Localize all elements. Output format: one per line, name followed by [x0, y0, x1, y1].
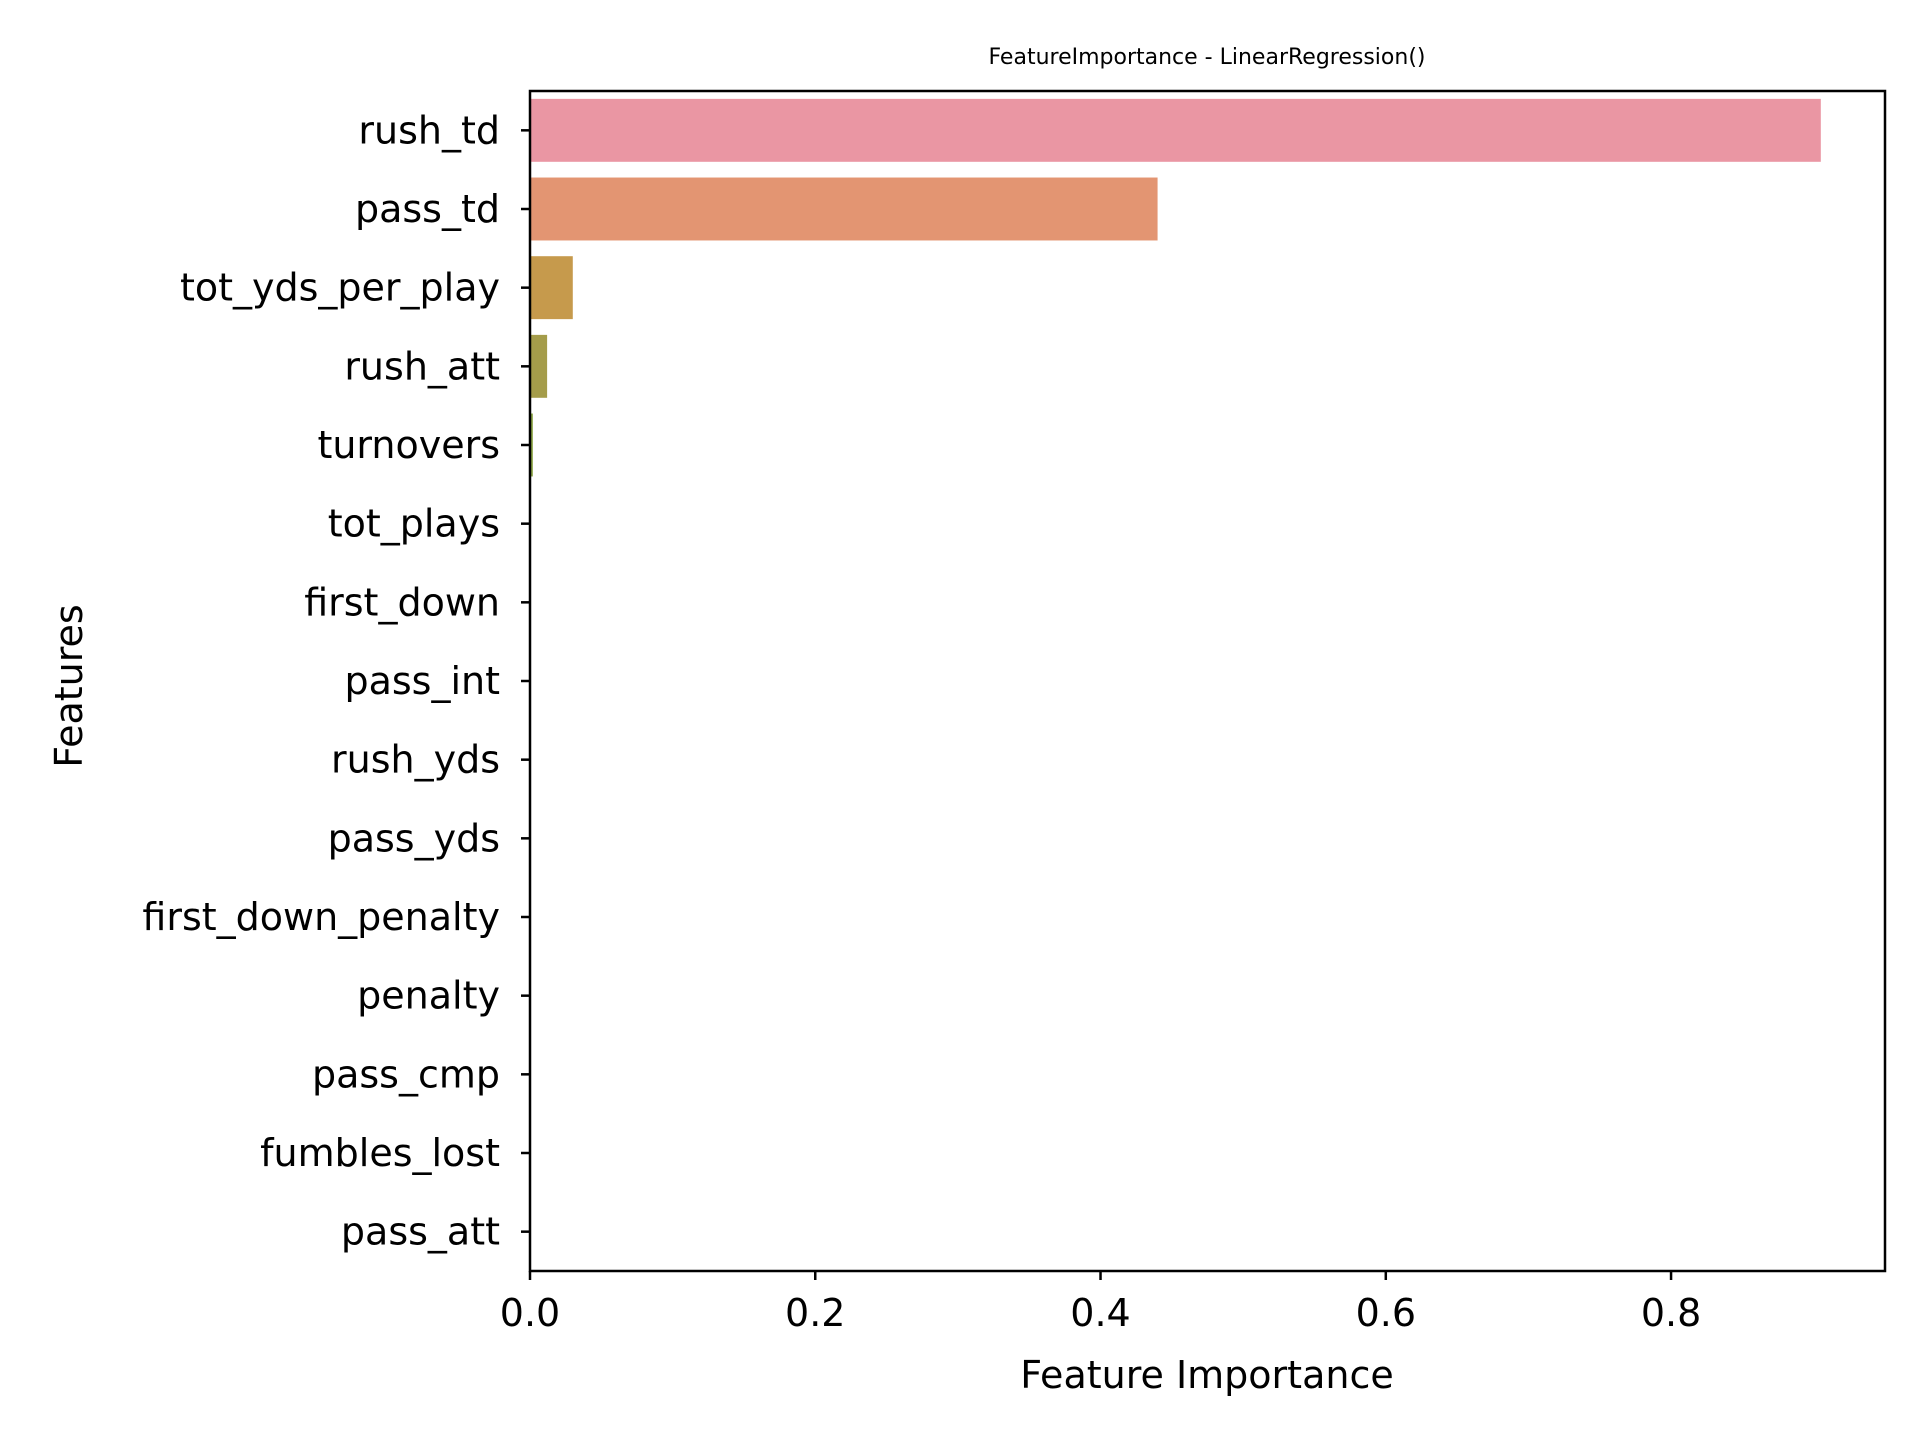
y-tick-label: first_down_penalty — [142, 895, 500, 939]
y-tick-label: first_down — [304, 580, 500, 624]
bar-rush-att — [530, 334, 548, 398]
y-tick-label: tot_yds_per_play — [180, 266, 500, 310]
y-tick-label: pass_cmp — [312, 1052, 500, 1096]
x-tick-label: 0.6 — [1356, 1291, 1416, 1335]
x-axis-ticks: 0.0 0.2 0.4 0.6 0.8 — [500, 1271, 1701, 1335]
y-tick-label: penalty — [357, 974, 500, 1018]
y-tick-label: pass_int — [344, 659, 500, 703]
y-axis-ticks: rush_td pass_td tot_yds_per_play rush_atttu… — [142, 108, 530, 1254]
x-axis-label: Feature Importance — [1020, 1353, 1393, 1397]
bars-layer — [530, 98, 1821, 477]
x-tick-label: 0.8 — [1641, 1291, 1701, 1335]
y-tick-label: turnovers — [317, 423, 500, 467]
x-tick-label: 0.4 — [1070, 1291, 1130, 1335]
bar-pass-td — [530, 177, 1158, 241]
y-tick-label: rush_att — [344, 344, 500, 388]
y-tick-label: pass_att — [341, 1210, 500, 1254]
y-tick-label: fumbles_lost — [260, 1131, 500, 1175]
bar-turnovers — [530, 413, 533, 477]
bar-tot-yds-per-play — [530, 256, 573, 320]
y-axis-label: Features — [47, 604, 91, 767]
x-tick-label: 0.2 — [785, 1291, 845, 1335]
plot-frame — [528, 89, 1887, 1273]
y-tick-label: rush_yds — [331, 738, 500, 782]
chart-title: FeatureImportance - LinearRegression() — [988, 45, 1425, 70]
x-tick-label: 0.0 — [500, 1291, 560, 1335]
y-tick-label: pass_yds — [328, 816, 500, 860]
y-tick-label: pass_td — [355, 187, 500, 231]
y-tick-label: tot_plays — [328, 502, 500, 546]
bar-rush-td — [530, 98, 1821, 162]
y-tick-label: rush_td — [358, 108, 500, 152]
